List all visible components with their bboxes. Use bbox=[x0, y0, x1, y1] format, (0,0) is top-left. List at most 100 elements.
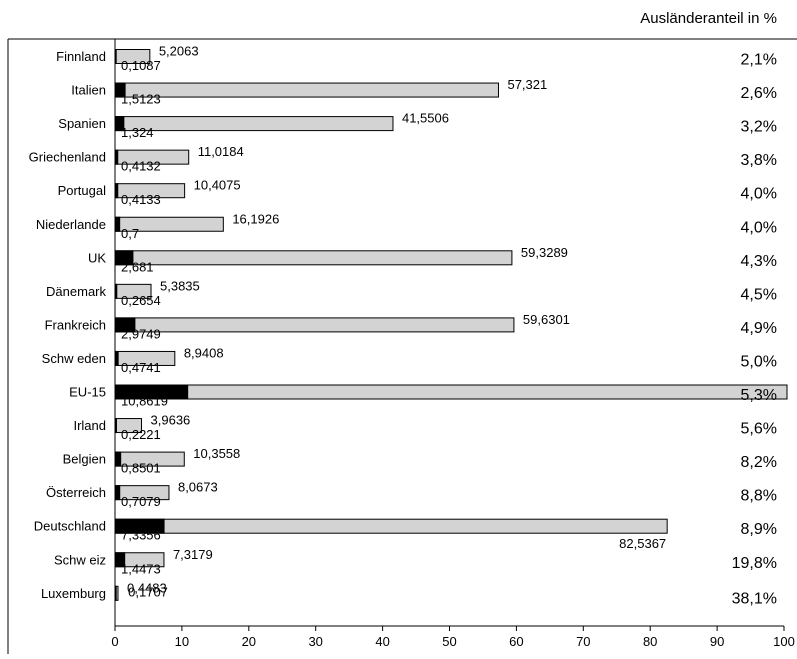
value-label-foreign: 10,8619 bbox=[121, 394, 168, 409]
value-label-total: 59,3289 bbox=[521, 245, 568, 260]
bar-foreign bbox=[114, 317, 136, 333]
bar-foreign bbox=[114, 350, 119, 366]
bar-total bbox=[114, 384, 788, 400]
value-label-total: 8,0673 bbox=[178, 480, 218, 495]
value-label-foreign: 0,4132 bbox=[121, 159, 161, 174]
value-label-total: 11,0184 bbox=[198, 144, 244, 159]
bar-foreign bbox=[114, 585, 117, 601]
header-label: Ausländeranteil in % bbox=[640, 10, 777, 27]
share-label: 4,9% bbox=[741, 320, 777, 337]
share-label: 19,8% bbox=[732, 555, 777, 572]
bar-foreign bbox=[114, 116, 125, 132]
bar-total bbox=[114, 250, 513, 266]
value-label-foreign: 0,7079 bbox=[121, 494, 161, 509]
bar-total bbox=[114, 317, 515, 333]
share-label: 2,6% bbox=[741, 85, 777, 102]
bar-foreign bbox=[114, 485, 121, 501]
value-label-foreign: 2,9749 bbox=[121, 326, 161, 341]
value-label-total: 7,3179 bbox=[173, 547, 213, 562]
category-label: Belgien bbox=[63, 452, 106, 467]
value-label-foreign: 0,4133 bbox=[121, 192, 161, 207]
x-tick-label: 80 bbox=[643, 634, 657, 649]
value-label-foreign: 2,681 bbox=[121, 259, 154, 274]
value-label-total: 3,9636 bbox=[151, 413, 191, 428]
x-tick-label: 10 bbox=[175, 634, 189, 649]
category-label: UK bbox=[88, 250, 106, 265]
category-label: EU-15 bbox=[69, 385, 106, 400]
share-label: 4,3% bbox=[741, 253, 777, 270]
value-label-foreign: 0,1707 bbox=[128, 584, 168, 599]
bar-total bbox=[114, 116, 394, 132]
share-label: 3,8% bbox=[741, 152, 777, 169]
value-label-total: 10,3558 bbox=[193, 446, 240, 461]
value-label-total: 16,1926 bbox=[232, 211, 279, 226]
category-label: Frankreich bbox=[45, 317, 106, 332]
share-label: 5,6% bbox=[741, 421, 777, 438]
bar-total bbox=[114, 82, 499, 98]
category-label: Schw eiz bbox=[54, 552, 106, 567]
value-label-total: 5,2063 bbox=[159, 44, 199, 59]
value-label-foreign: 0,2221 bbox=[121, 427, 161, 442]
value-label-total: 5,3835 bbox=[160, 278, 200, 293]
x-ticks: 0 10 20 30 40 50 60 70 80 90 100 bbox=[111, 626, 795, 649]
category-label: Niederlande bbox=[36, 217, 106, 232]
category-label: Schw eden bbox=[42, 351, 106, 366]
share-label: 4,5% bbox=[741, 286, 777, 303]
x-tick-label: 90 bbox=[710, 634, 724, 649]
share-label: 3,2% bbox=[741, 119, 777, 136]
bar-foreign bbox=[114, 49, 117, 64]
x-tick-label: 40 bbox=[375, 634, 389, 649]
x-tick-label: 20 bbox=[242, 634, 256, 649]
bar-foreign bbox=[114, 283, 118, 299]
share-label: 8,8% bbox=[741, 488, 777, 505]
category-label: Griechenland bbox=[29, 150, 106, 165]
category-label: Finnland bbox=[56, 49, 106, 64]
value-label-foreign: 0,7 bbox=[121, 226, 139, 241]
share-label: 2,1% bbox=[741, 52, 777, 69]
x-tick-label: 50 bbox=[442, 634, 456, 649]
bar-foreign bbox=[114, 82, 126, 98]
value-label-foreign: 0,4741 bbox=[121, 360, 161, 375]
value-label-total: 8,9408 bbox=[184, 345, 224, 360]
category-label: Irland bbox=[73, 418, 106, 433]
share-label: 5,0% bbox=[741, 353, 777, 370]
value-label-total: 41,5506 bbox=[402, 111, 449, 126]
value-label-foreign: 7,3356 bbox=[121, 528, 161, 543]
value-label-foreign: 0,2654 bbox=[121, 293, 161, 308]
share-label: 8,9% bbox=[741, 521, 777, 538]
category-label: Portugal bbox=[58, 183, 107, 198]
value-label-total: 0,4483 bbox=[127, 580, 167, 595]
x-tick-label: 30 bbox=[308, 634, 322, 649]
bars bbox=[114, 49, 788, 601]
category-label: Dänemark bbox=[46, 284, 106, 299]
bar-foreign bbox=[114, 149, 119, 165]
share-label: 4,0% bbox=[741, 219, 777, 236]
bar-foreign bbox=[114, 250, 134, 266]
value-label-foreign: 1,4473 bbox=[121, 561, 161, 576]
x-tick-label: 100 bbox=[773, 634, 795, 649]
share-label: 38,1% bbox=[732, 590, 777, 607]
value-label-total: 82,5367 bbox=[619, 536, 666, 551]
bar-foreign bbox=[114, 216, 121, 232]
share-label: 4,0% bbox=[741, 186, 777, 203]
bar-foreign bbox=[114, 518, 165, 534]
bar-total bbox=[114, 518, 668, 534]
x-tick-label: 70 bbox=[576, 634, 590, 649]
bar-foreign bbox=[114, 183, 119, 199]
bar-foreign bbox=[114, 451, 122, 467]
category-label: Deutschland bbox=[34, 519, 106, 534]
value-label-total: 10,4075 bbox=[194, 178, 241, 193]
value-label-total: 59,6301 bbox=[523, 312, 570, 327]
category-label: Luxemburg bbox=[41, 586, 106, 601]
x-tick-label: 0 bbox=[111, 634, 118, 649]
category-label: Österreich bbox=[46, 485, 106, 500]
share-label: 8,2% bbox=[741, 454, 777, 471]
share-label: 5,3% bbox=[741, 387, 777, 404]
value-label-total: 57,321 bbox=[507, 77, 547, 92]
category-label: Spanien bbox=[58, 116, 106, 131]
value-label-foreign: 0,8501 bbox=[121, 461, 161, 476]
bar-foreign bbox=[114, 384, 189, 400]
